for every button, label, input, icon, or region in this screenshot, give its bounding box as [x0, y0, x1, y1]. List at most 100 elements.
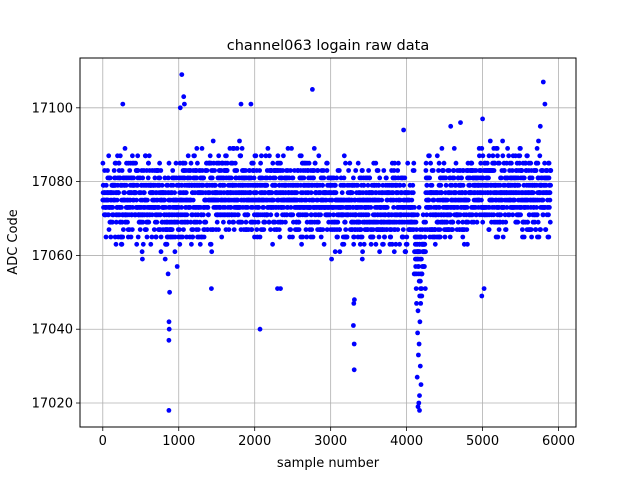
data-point	[384, 205, 390, 210]
data-point	[190, 234, 196, 240]
data-point	[419, 256, 424, 262]
data-point	[201, 212, 206, 218]
data-point	[351, 323, 356, 328]
data-point	[245, 212, 251, 218]
data-point	[534, 146, 540, 151]
data-point	[436, 168, 441, 173]
data-point	[189, 241, 194, 247]
data-point	[141, 190, 147, 196]
data-point	[529, 175, 535, 181]
data-point	[146, 153, 152, 159]
data-point	[281, 153, 286, 159]
data-point	[106, 212, 111, 218]
data-point	[523, 160, 528, 166]
data-point	[256, 205, 262, 210]
data-point	[257, 234, 263, 240]
data-point	[149, 234, 155, 240]
data-point	[409, 197, 415, 203]
data-point	[238, 101, 244, 107]
data-point	[500, 234, 506, 240]
data-point	[290, 175, 296, 181]
data-point	[312, 160, 318, 166]
data-point	[257, 326, 263, 332]
data-point	[498, 212, 504, 218]
data-point	[111, 168, 117, 173]
data-point	[113, 241, 119, 247]
data-point	[205, 205, 211, 210]
data-point	[422, 264, 427, 269]
data-point	[516, 182, 522, 188]
data-point	[538, 227, 543, 233]
data-point	[506, 153, 512, 159]
data-point	[430, 168, 436, 173]
data-point	[199, 146, 205, 151]
data-point	[547, 197, 553, 203]
data-point	[216, 227, 221, 233]
data-point	[423, 168, 429, 173]
data-point	[288, 205, 294, 210]
data-point	[119, 241, 125, 247]
data-point	[458, 212, 463, 218]
data-point	[438, 182, 444, 188]
data-point	[290, 212, 296, 218]
data-point	[181, 94, 187, 100]
data-point	[343, 227, 349, 233]
data-point	[490, 153, 496, 159]
data-point	[209, 249, 215, 255]
data-point	[534, 205, 539, 210]
data-point	[415, 212, 420, 218]
data-point	[226, 219, 232, 225]
data-point	[417, 363, 423, 369]
data-point	[358, 227, 364, 233]
data-point	[423, 249, 428, 255]
data-point	[418, 301, 424, 306]
data-point	[451, 168, 457, 173]
data-point	[497, 182, 503, 188]
x-axis-label: sample number	[277, 456, 380, 471]
data-point	[134, 241, 140, 247]
data-point	[477, 153, 482, 159]
data-point	[451, 146, 457, 151]
data-point	[404, 234, 410, 240]
data-point	[427, 175, 432, 181]
data-point	[373, 160, 379, 166]
data-point	[422, 286, 428, 291]
data-point	[393, 241, 399, 247]
data-point	[418, 382, 424, 387]
data-point	[491, 168, 497, 173]
data-point	[166, 337, 172, 343]
data-point	[528, 160, 534, 166]
data-point	[139, 249, 145, 255]
x-tick-label: 0	[99, 434, 107, 449]
data-point	[209, 286, 214, 291]
data-point	[400, 234, 406, 240]
data-point	[197, 219, 203, 225]
data-point	[415, 404, 421, 410]
y-tick-label: 17100	[32, 101, 73, 116]
data-point	[479, 197, 484, 203]
data-point	[474, 219, 480, 225]
data-point	[156, 205, 162, 210]
data-point	[519, 168, 525, 173]
data-point	[447, 234, 453, 240]
data-point	[537, 153, 543, 159]
data-point	[268, 227, 273, 233]
data-point	[177, 227, 182, 233]
x-tick-label: 3000	[314, 434, 347, 449]
data-point	[535, 160, 541, 166]
data-point	[353, 168, 359, 173]
data-point	[311, 146, 317, 151]
data-point	[321, 168, 326, 173]
data-point	[320, 182, 325, 188]
data-point	[414, 227, 419, 233]
data-point	[432, 241, 438, 247]
data-point	[510, 212, 516, 218]
data-point	[135, 153, 141, 159]
data-point	[480, 175, 486, 181]
data-point	[106, 153, 112, 159]
data-point	[360, 249, 365, 255]
data-point	[368, 241, 374, 247]
data-point	[370, 227, 376, 233]
data-point	[310, 234, 316, 240]
data-point	[255, 219, 261, 225]
